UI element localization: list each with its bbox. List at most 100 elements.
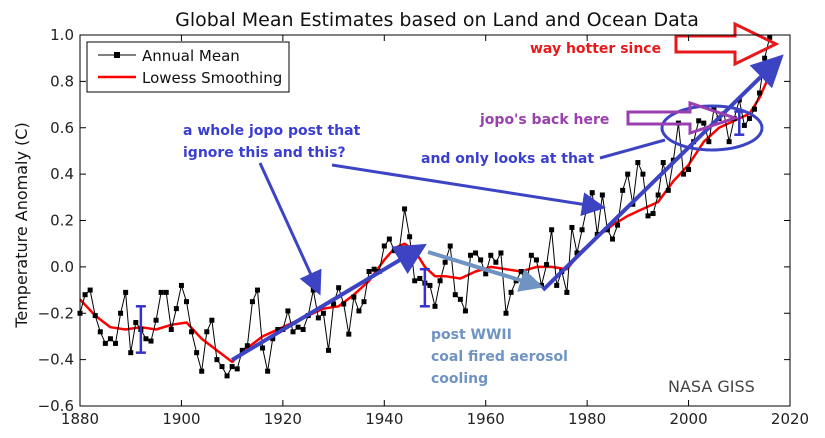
annual-mean-point (214, 357, 220, 363)
annual-mean-point (473, 250, 479, 256)
y-tick-label: −0.4 (38, 351, 74, 369)
x-tick-label: 1900 (162, 410, 200, 428)
y-tick-label: 0.4 (50, 165, 74, 183)
annual-mean-point (391, 248, 397, 254)
annual-mean-point (604, 227, 610, 233)
trend-arrow-1970-2016 (541, 54, 784, 292)
annual-mean-point (503, 310, 509, 316)
annual-mean-point (148, 338, 154, 344)
annual-mean-point (315, 315, 321, 321)
annual-mean-point (158, 289, 164, 295)
annual-mean-point (741, 122, 747, 128)
annual-mean-point (645, 213, 651, 219)
annual-mean-point (82, 292, 88, 298)
annual-mean-point (153, 317, 159, 323)
annual-mean-point (204, 329, 210, 335)
annual-mean-point (569, 224, 575, 230)
annual-mean-point (762, 55, 768, 61)
annual-mean-point (341, 301, 347, 307)
annual-mean-point (757, 90, 763, 96)
annual-mean-point (660, 160, 666, 166)
annual-mean-point (87, 287, 93, 293)
annual-mean-point (285, 308, 291, 314)
left-note-line-1: a whole jopo post that (183, 123, 361, 139)
annual-mean-point (635, 160, 641, 166)
annual-mean-point (189, 329, 195, 335)
y-tick-label: −0.2 (38, 304, 74, 322)
annual-mean-point (478, 257, 484, 263)
annual-mean-point (767, 34, 773, 40)
y-tick-label: 0.0 (50, 258, 74, 276)
annual-mean-point (544, 262, 550, 268)
annual-mean-point (229, 364, 235, 370)
annual-mean-point (452, 292, 458, 298)
annual-mean-point (468, 252, 473, 258)
annual-mean-point (650, 211, 656, 217)
annual-mean-point (620, 187, 626, 193)
annual-mean-point (599, 192, 605, 198)
pointer-arrow-to-1926 (258, 162, 322, 296)
annual-mean-point (255, 287, 260, 293)
pointer-arrow-from-note (599, 138, 666, 160)
annual-mean-point (361, 299, 367, 305)
annual-mean-point (402, 206, 408, 212)
annual-mean-point (320, 310, 326, 316)
annual-mean-point (706, 139, 712, 145)
annual-mean-point (462, 308, 468, 314)
annual-mean-point (97, 329, 103, 335)
y-axis-label: Temperature Anomaly (C) (12, 122, 31, 328)
y-tick-label: 1.0 (50, 26, 74, 44)
annual-mean-point (102, 340, 108, 346)
annual-mean-point (442, 259, 448, 265)
y-tick-label: 0.8 (50, 72, 74, 90)
annual-mean-point (265, 368, 271, 374)
left-note-line-2: ignore this and this? (183, 145, 346, 161)
y-tick-label: 0.6 (50, 119, 74, 137)
x-tick-label: 1920 (264, 410, 302, 428)
annual-mean-point (366, 269, 372, 275)
annual-mean-point (118, 310, 124, 316)
annual-mean-point (351, 294, 357, 300)
annual-mean-point (533, 257, 539, 263)
annotation-arrows (230, 21, 784, 362)
x-tick-label: 1980 (568, 410, 606, 428)
annual-mean-point (194, 350, 200, 356)
annual-mean-point (113, 340, 118, 346)
annual-mean-point (681, 171, 686, 177)
annual-mean-point (625, 171, 631, 177)
annual-mean-point (356, 308, 362, 314)
middle-note: and only looks at that (421, 151, 594, 167)
annual-mean-point (107, 336, 113, 342)
pointer-arrow-to-trend (331, 163, 606, 217)
annual-mean-point (696, 118, 702, 124)
annual-mean-point (184, 299, 189, 305)
postwar-note-line-3: cooling (431, 371, 488, 387)
annual-mean-point (163, 289, 169, 295)
annual-mean-point (326, 347, 331, 353)
annual-mean-point (346, 331, 352, 337)
annual-mean-point (640, 171, 646, 177)
annual-mean-point (711, 106, 717, 112)
postwar-note-line-1: post WWII (431, 327, 512, 343)
annual-mean-point (336, 285, 342, 291)
annual-mean-point (381, 243, 387, 249)
jopo-note: jopo's back here (479, 112, 609, 128)
annual-mean-point (295, 324, 301, 330)
annual-mean-point (168, 326, 174, 332)
source-watermark: NASA GISS (668, 377, 755, 396)
annual-mean-point (178, 282, 184, 288)
annual-mean-point (173, 306, 179, 312)
annual-mean-point (488, 252, 494, 258)
annual-mean-point (518, 269, 524, 275)
annual-mean-point (574, 250, 580, 256)
trend-arrow-1910-1945 (230, 243, 427, 362)
annual-mean-point (417, 275, 423, 281)
annual-mean-point (564, 289, 570, 295)
annual-mean-point (300, 326, 306, 332)
annual-mean-point (498, 250, 504, 256)
annual-mean-point (234, 366, 240, 372)
y-tick-label: 0.2 (50, 212, 74, 230)
jopo-arrow (626, 100, 740, 136)
annual-mean-point (244, 343, 250, 349)
